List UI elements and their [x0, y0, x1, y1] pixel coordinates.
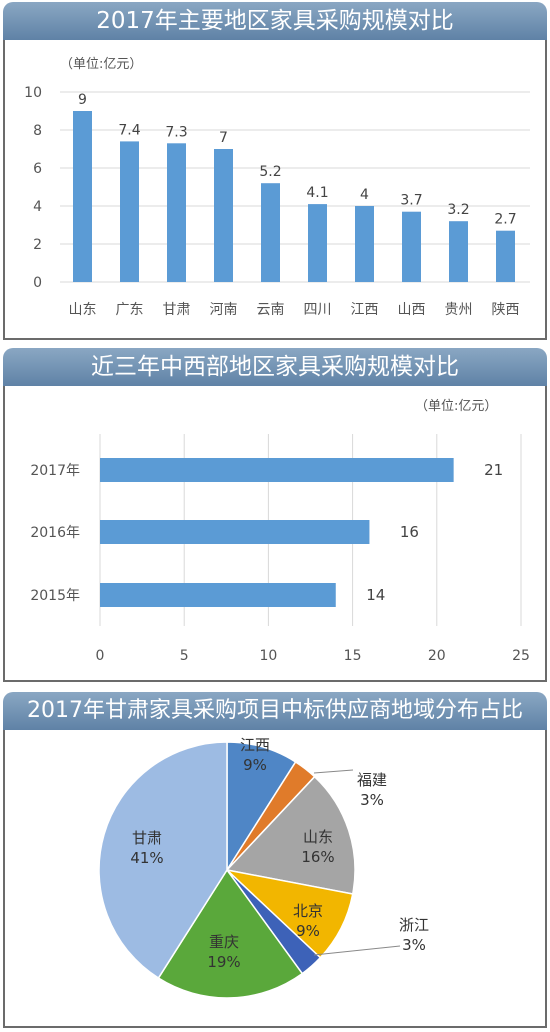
pie-slice [225, 775, 356, 895]
bar [449, 221, 468, 282]
bar [402, 211, 421, 282]
x-tick-label: 5 [180, 648, 189, 664]
bar [120, 141, 139, 282]
y-tick-label: 2015年 [30, 588, 80, 604]
bar [214, 149, 233, 282]
slice-name-label: 江西 [240, 736, 270, 754]
y-tick-label: 6 [33, 161, 42, 177]
leader-line [313, 945, 401, 956]
y-tick-label: 2016年 [30, 525, 80, 541]
x-tick-label: 0 [96, 648, 105, 664]
slice-name-label: 福建 [357, 771, 387, 789]
slice-name-label: 北京 [293, 902, 323, 920]
bar [496, 230, 515, 282]
unit-label: （单位:亿元） [60, 57, 142, 72]
supplier-pie-chart: 江西 9% 福建 3% 山东 16% 北京 9% 浙江 3% 重庆 19% 甘肃 41% [98, 736, 429, 999]
yearly-hbar-chart: （单位:亿元） 0 5 10 15 20 25 21 2017年 16 2016年 14 2015年 [30, 399, 530, 664]
bar [100, 458, 454, 482]
x-tick-label: 江西 [351, 302, 379, 318]
bar [100, 583, 336, 607]
data-label: 21 [484, 461, 503, 479]
chart-title: 2017年主要地区家具采购规模对比 [3, 2, 547, 40]
pie-slice [157, 868, 304, 999]
bar [167, 143, 186, 282]
slice-percent-label: 9% [243, 756, 267, 774]
y-tick-label: 2017年 [30, 463, 80, 479]
data-label: 14 [366, 586, 385, 604]
data-label: 7 [219, 130, 228, 146]
data-label: 4.1 [306, 185, 328, 201]
y-tick-label: 4 [33, 199, 42, 215]
panel-supplier-pie: 2017年甘肃家具采购项目中标供应商地域分布占比 江西 9% 福建 3% 山东 16% 北京… [0, 690, 550, 1032]
slice-percent-label: 3% [402, 936, 426, 954]
y-tick-label: 2 [33, 237, 42, 253]
x-tick-label: 四川 [304, 302, 332, 318]
x-tick-label: 20 [428, 648, 446, 664]
panel-regional-bar: 2017年主要地区家具采购规模对比 （单位:亿元） 0 2 4 6 8 10 9 山东 7.4 广… [0, 0, 550, 340]
data-label: 16 [400, 523, 419, 541]
bar [308, 204, 327, 282]
slice-name-label: 重庆 [209, 933, 239, 951]
y-tick-label: 8 [33, 123, 42, 139]
regional-bar-chart: （单位:亿元） 0 2 4 6 8 10 9 山东 7.4 广东 7.3 甘肃 7 河南 5.2 云南 4.1 四… [24, 57, 530, 318]
bar [261, 183, 280, 282]
x-tick-label: 15 [344, 648, 362, 664]
x-tick-label: 山东 [69, 302, 97, 318]
panel-yearly-hbar: 近三年中西部地区家具采购规模对比 （单位:亿元） 0 5 10 15 20 25 21 201… [0, 346, 550, 682]
x-tick-label: 广东 [116, 302, 144, 318]
chart-title: 2017年甘肃家具采购项目中标供应商地域分布占比 [3, 692, 547, 730]
x-tick-label: 山西 [398, 302, 426, 318]
y-tick-label: 10 [24, 85, 42, 101]
data-label: 7.4 [118, 122, 140, 138]
leader-line [313, 769, 354, 774]
x-tick-label: 甘肃 [163, 302, 191, 318]
pie-slice [98, 741, 228, 980]
bar [73, 111, 92, 282]
data-label: 7.3 [165, 124, 187, 140]
x-tick-label: 10 [259, 648, 277, 664]
slice-name-label: 山东 [303, 828, 333, 846]
data-label: 3.2 [447, 202, 469, 218]
slice-percent-label: 41% [130, 849, 163, 867]
x-tick-label: 河南 [210, 302, 238, 318]
chart-title: 近三年中西部地区家具采购规模对比 [3, 348, 547, 386]
data-label: 2.7 [494, 212, 516, 228]
slice-percent-label: 3% [360, 791, 384, 809]
x-tick-label: 云南 [257, 302, 285, 318]
x-tick-label: 贵州 [445, 302, 473, 318]
bar [100, 520, 370, 544]
data-label: 9 [78, 92, 87, 108]
data-label: 5.2 [259, 164, 281, 180]
slice-percent-label: 19% [207, 953, 240, 971]
slice-name-label: 浙江 [399, 916, 429, 934]
unit-label: （单位:亿元） [415, 399, 497, 414]
x-tick-label: 25 [512, 648, 530, 664]
y-tick-label: 0 [33, 275, 42, 291]
slice-name-label: 甘肃 [132, 829, 162, 847]
slice-percent-label: 9% [296, 922, 320, 940]
data-label: 4 [360, 187, 369, 203]
bar [355, 206, 374, 282]
x-tick-label: 陕西 [492, 302, 520, 318]
slice-percent-label: 16% [301, 848, 334, 866]
data-label: 3.7 [400, 193, 422, 209]
